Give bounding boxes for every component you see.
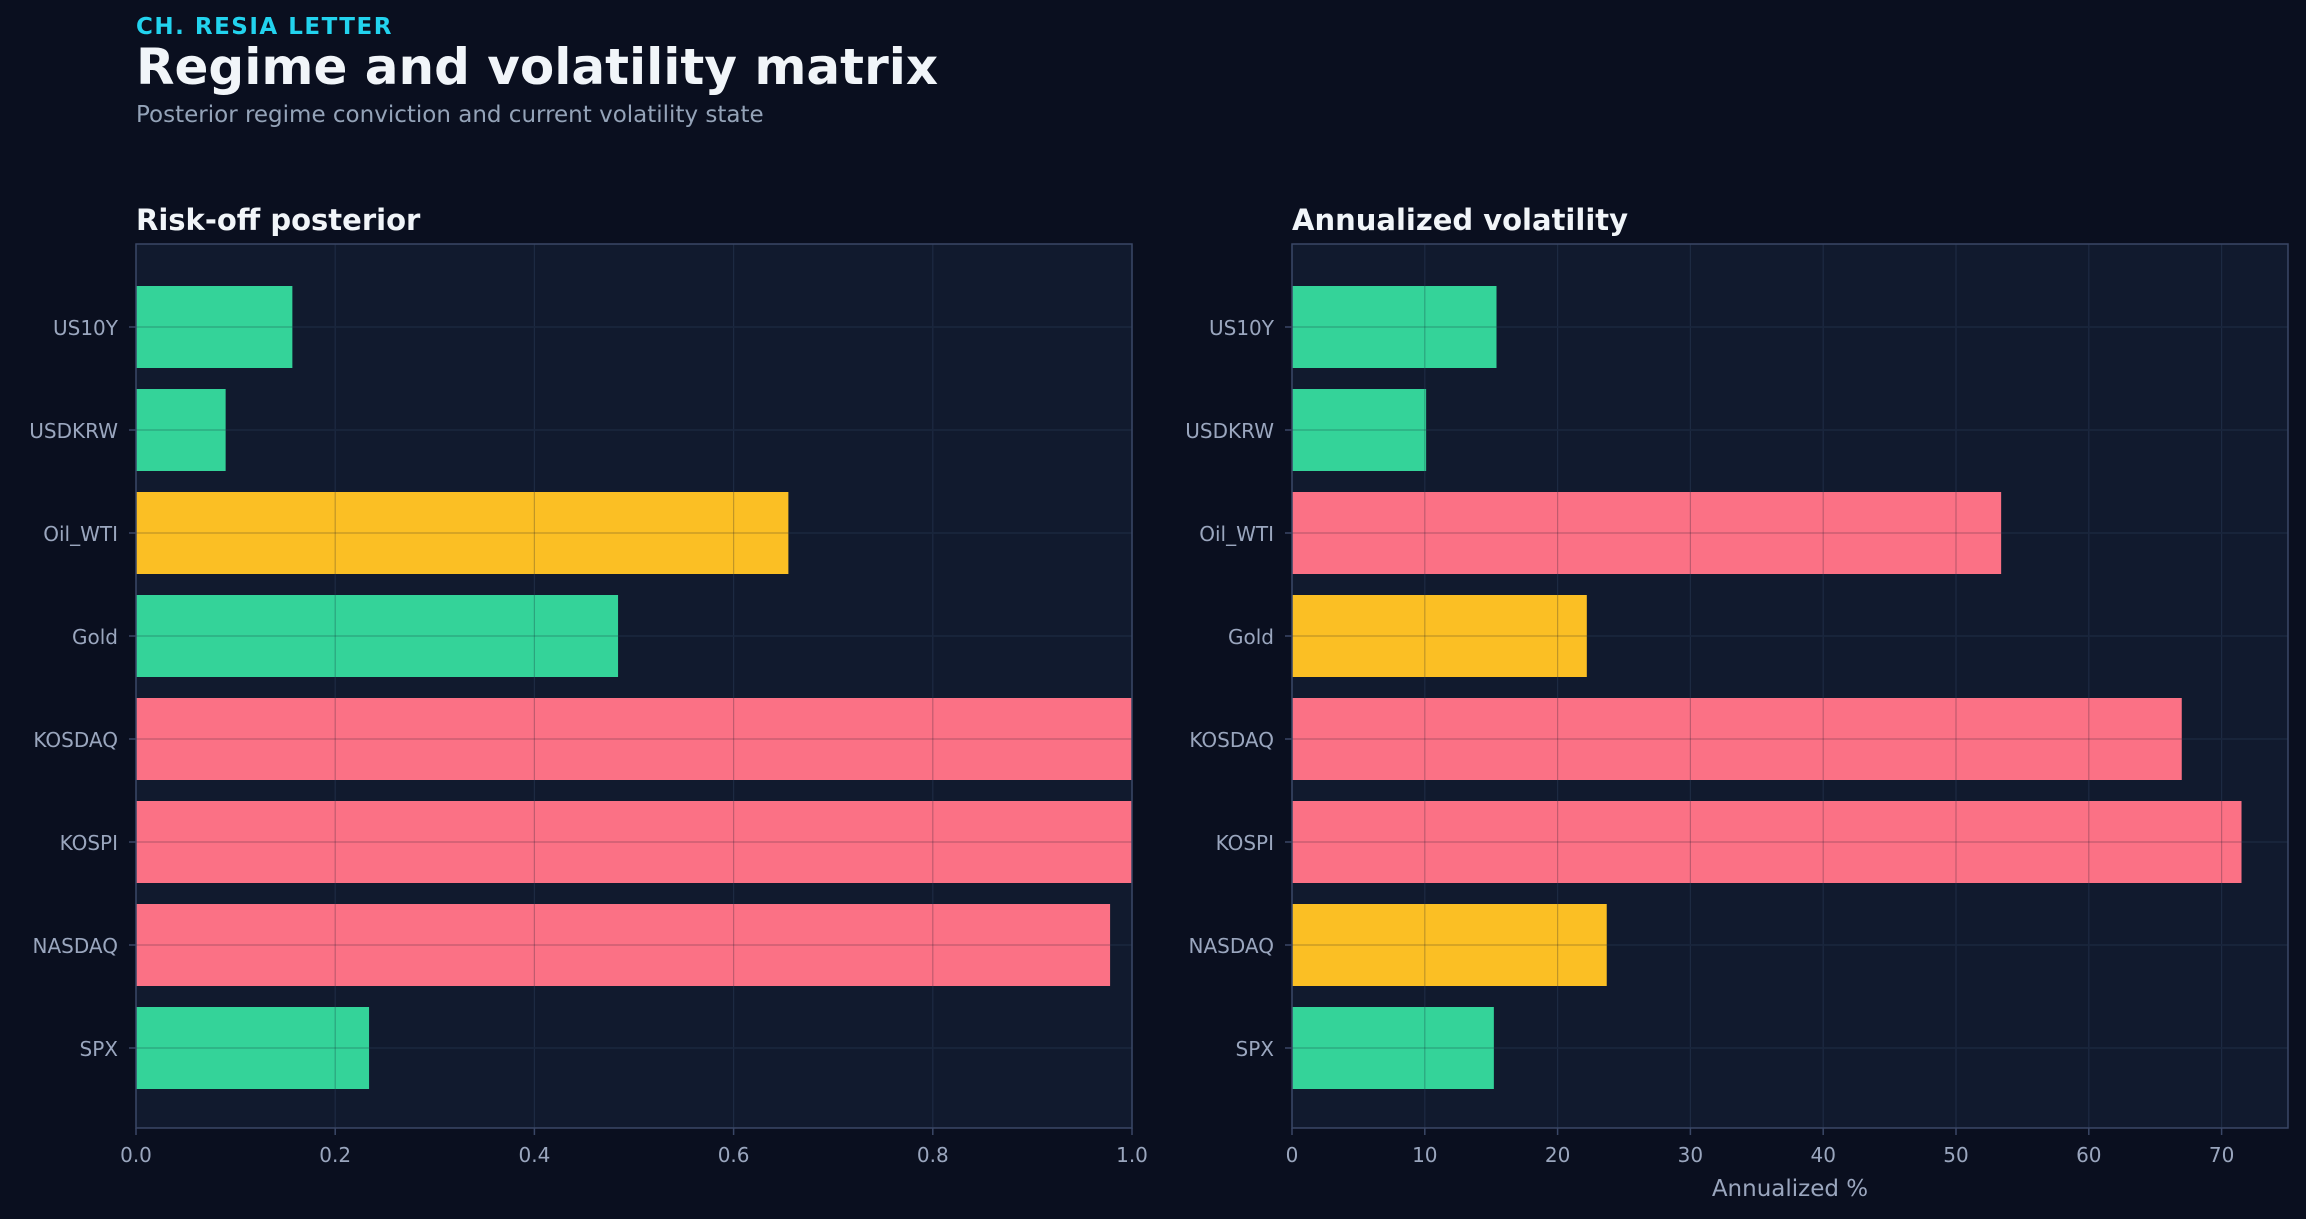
- posterior-ytick-label: KOSDAQ: [33, 728, 118, 752]
- page-title: Regime and volatility matrix: [136, 38, 939, 96]
- posterior-xtick-label: 0.6: [718, 1143, 750, 1167]
- volatility-xtick-label: 60: [2076, 1143, 2101, 1167]
- posterior-ytick-label: NASDAQ: [33, 934, 118, 958]
- volatility-ytick-label: Oil_WTI: [1199, 522, 1274, 546]
- posterior-xtick-label: 0.8: [917, 1143, 949, 1167]
- volatility-bar-kospi: [1292, 801, 2242, 883]
- posterior-xtick-label: 1.0: [1116, 1143, 1148, 1167]
- volatility-xtick-label: 10: [1412, 1143, 1437, 1167]
- volatility-xtick-label: 0: [1286, 1143, 1299, 1167]
- posterior-bar-spx: [136, 1007, 370, 1089]
- volatility-chart-title: Annualized volatility: [1292, 203, 1628, 237]
- posterior-bar-kospi: [136, 801, 1132, 883]
- volatility-bar-nasdaq: [1292, 904, 1607, 986]
- posterior-bar-kosdaq: [136, 698, 1132, 780]
- posterior-ytick-label: USDKRW: [29, 419, 118, 443]
- posterior-chart-title: Risk-off posterior: [136, 203, 421, 237]
- volatility-ytick-label: Gold: [1228, 625, 1274, 649]
- volatility-ytick-label: NASDAQ: [1189, 934, 1274, 958]
- posterior-bar-us10y: [136, 286, 293, 368]
- volatility-bar-usdkrw: [1292, 389, 1427, 471]
- posterior-bar-usdkrw: [136, 389, 226, 471]
- volatility-ytick-label: US10Y: [1209, 316, 1275, 340]
- volatility-ytick-label: KOSPI: [1216, 831, 1274, 855]
- posterior-ytick-label: US10Y: [53, 316, 119, 340]
- volatility-plot-area: [1292, 244, 2288, 1128]
- posterior-xtick-label: 0.2: [319, 1143, 351, 1167]
- volatility-xtick-label: 50: [1943, 1143, 1968, 1167]
- posterior-ytick-label: Oil_WTI: [43, 522, 118, 546]
- page-subtitle: Posterior regime conviction and current …: [136, 102, 764, 128]
- volatility-xtick-label: 20: [1545, 1143, 1570, 1167]
- posterior-bar-nasdaq: [136, 904, 1111, 986]
- volatility-ytick-label: KOSDAQ: [1189, 728, 1274, 752]
- volatility-xtick-label: 30: [1678, 1143, 1703, 1167]
- posterior-plot-area: [136, 244, 1132, 1128]
- posterior-xtick-label: 0.4: [518, 1143, 550, 1167]
- volatility-axes-frame: [1291, 243, 2289, 1129]
- volatility-xaxis-label: Annualized %: [1712, 1176, 1868, 1202]
- volatility-bar-gold: [1292, 595, 1587, 677]
- volatility-ytick-label: SPX: [1236, 1037, 1275, 1061]
- volatility-xtick-label: 40: [1810, 1143, 1835, 1167]
- posterior-ytick-label: KOSPI: [60, 831, 118, 855]
- posterior-bar-oil-wti: [136, 492, 789, 574]
- volatility-bar-kosdaq: [1292, 698, 2182, 780]
- posterior-bar-gold: [136, 595, 619, 677]
- volatility-ytick-label: USDKRW: [1185, 419, 1274, 443]
- report-kicker: CH. RESIA LETTER: [136, 14, 393, 40]
- volatility-xtick-label: 70: [2209, 1143, 2234, 1167]
- posterior-ytick-label: SPX: [80, 1037, 119, 1061]
- volatility-bar-spx: [1292, 1007, 1494, 1089]
- volatility-bar-oil-wti: [1292, 492, 2002, 574]
- volatility-bar-us10y: [1292, 286, 1497, 368]
- posterior-ytick-label: Gold: [72, 625, 118, 649]
- posterior-xtick-label: 0.0: [120, 1143, 152, 1167]
- posterior-axes-frame: [135, 243, 1133, 1129]
